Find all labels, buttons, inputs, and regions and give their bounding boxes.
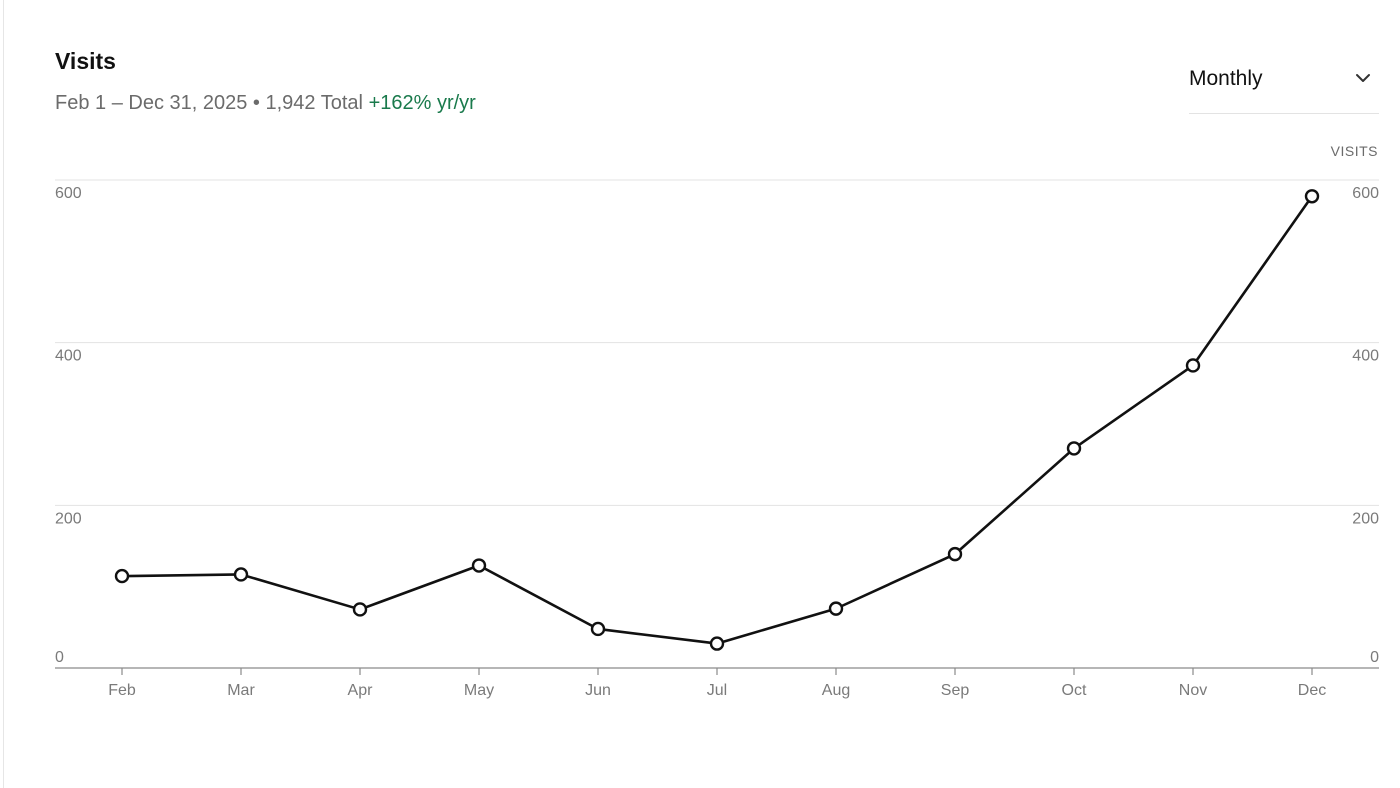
y-tick-right: 400 — [1352, 348, 1379, 365]
x-tick-label: Jul — [707, 682, 727, 699]
y-tick-left: 400 — [55, 348, 82, 365]
panel-left-border — [3, 0, 4, 788]
x-tick-label: Feb — [108, 682, 136, 699]
data-point-nov[interactable] — [1185, 358, 1201, 373]
x-tick-label: Aug — [822, 682, 850, 699]
series-line-0 — [120, 194, 1314, 645]
series-line — [120, 194, 1314, 645]
period-select[interactable]: Monthly — [1189, 60, 1379, 114]
x-tick-label: Nov — [1179, 682, 1207, 699]
y-axis-label-right: VISITS — [1330, 143, 1378, 159]
x-tick-label: Apr — [348, 682, 374, 699]
data-point-apr[interactable] — [352, 602, 368, 617]
data-points — [114, 189, 1320, 651]
total-visits: 1,942 Total — [265, 92, 364, 114]
y-tick-right: 0 — [1370, 649, 1379, 666]
period-select-value: Monthly — [1189, 67, 1263, 90]
x-tick-label: May — [464, 682, 494, 699]
separator-dot: • — [252, 92, 260, 114]
grid-lines — [55, 179, 1379, 506]
data-point-oct[interactable] — [1066, 441, 1082, 456]
x-tick-label: Sep — [941, 682, 970, 699]
tick-labels: 0 0 200 200 400 400 600 600 Feb Mar Apr May Jun Jul Au… — [55, 185, 1379, 699]
x-tick-label: Oct — [1062, 682, 1087, 699]
data-point-may[interactable] — [471, 558, 487, 573]
data-point-dec[interactable] — [1304, 189, 1320, 204]
chart-title: Visits — [55, 48, 116, 74]
axes — [55, 667, 1379, 675]
x-tick-label: Dec — [1298, 682, 1326, 699]
data-point-jun[interactable] — [590, 621, 606, 637]
chevron-down-icon — [1356, 74, 1370, 82]
y-tick-left: 600 — [55, 185, 82, 202]
date-range: Feb 1 – Dec 31, 2025 — [55, 92, 248, 114]
x-tick-label: Mar — [227, 682, 255, 699]
data-point-mar[interactable] — [233, 567, 249, 582]
chart-subtitle: Feb 1 – Dec 31, 2025 • 1,942 Total +162%… — [55, 92, 476, 115]
data-point-aug[interactable] — [828, 601, 844, 616]
data-point-sep[interactable] — [947, 546, 963, 562]
y-tick-right: 200 — [1352, 510, 1379, 527]
data-point-jul[interactable] — [709, 636, 725, 651]
y-tick-left: 0 — [55, 649, 64, 666]
y-tick-right: 600 — [1352, 185, 1379, 202]
data-point-feb[interactable] — [114, 568, 130, 584]
growth-badge: +162% yr/yr — [368, 92, 476, 114]
x-tick-label: Jun — [585, 682, 611, 699]
y-tick-left: 200 — [55, 510, 82, 527]
